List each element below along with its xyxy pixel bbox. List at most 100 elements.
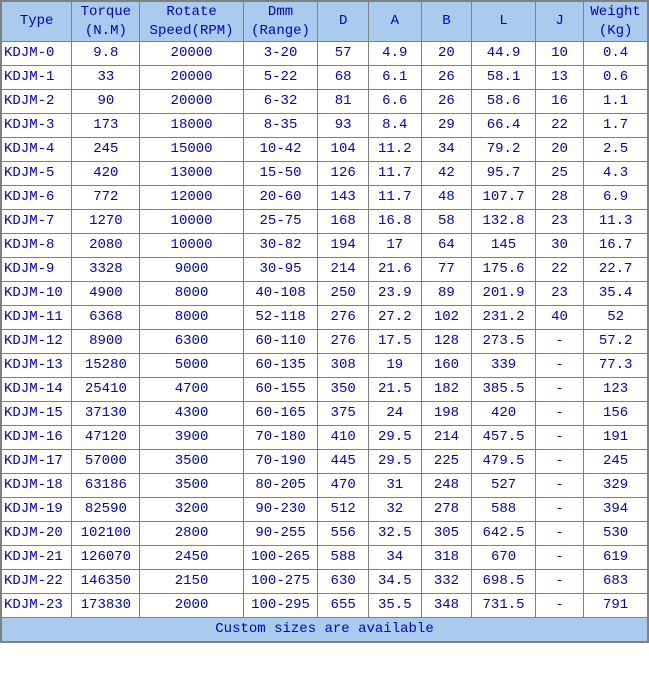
cell-value: 273.5 xyxy=(472,330,536,354)
table-row: KDJM-290200006-32816.62658.6161.1 xyxy=(2,90,648,114)
cell-value: 80-205 xyxy=(243,474,318,498)
cell-value: 479.5 xyxy=(472,450,536,474)
cell-value: 100-295 xyxy=(243,594,318,618)
cell-value: 32 xyxy=(368,498,421,522)
cell-value: 30-82 xyxy=(243,234,318,258)
cell-value: 37130 xyxy=(72,402,140,426)
cell-value: 6.1 xyxy=(368,66,421,90)
cell-value: 23 xyxy=(535,282,583,306)
cell-type: KDJM-17 xyxy=(2,450,72,474)
cell-value: 15280 xyxy=(72,354,140,378)
cell-value: 173830 xyxy=(72,594,140,618)
cell-value: 10000 xyxy=(140,210,243,234)
header-label: A xyxy=(391,13,399,29)
cell-value: 683 xyxy=(584,570,648,594)
cell-value: 19 xyxy=(368,354,421,378)
cell-value: 308 xyxy=(318,354,369,378)
cell-value: 20-60 xyxy=(243,186,318,210)
footer-text: Custom sizes are available xyxy=(215,621,433,637)
col-header-a: A xyxy=(368,2,421,42)
cell-value: 57000 xyxy=(72,450,140,474)
table-row: KDJM-1757000350070-19044529.5225479.5-24… xyxy=(2,450,648,474)
cell-type: KDJM-10 xyxy=(2,282,72,306)
cell-value: 5000 xyxy=(140,354,243,378)
cell-value: 4.3 xyxy=(584,162,648,186)
cell-type: KDJM-23 xyxy=(2,594,72,618)
table-row: KDJM-712701000025-7516816.858132.82311.3 xyxy=(2,210,648,234)
cell-value: 8000 xyxy=(140,282,243,306)
header-label: Dmm(Range) xyxy=(251,4,310,38)
col-header-weight: Weight(Kg) xyxy=(584,2,648,42)
cell-value: 58.6 xyxy=(472,90,536,114)
cell-value: 22.7 xyxy=(584,258,648,282)
cell-type: KDJM-8 xyxy=(2,234,72,258)
cell-value: 245 xyxy=(584,450,648,474)
cell-value: 23 xyxy=(535,210,583,234)
cell-value: 276 xyxy=(318,330,369,354)
table-row: KDJM-1537130430060-16537524198420-156 xyxy=(2,402,648,426)
cell-value: 530 xyxy=(584,522,648,546)
cell-type: KDJM-14 xyxy=(2,378,72,402)
cell-value: 214 xyxy=(421,426,472,450)
cell-value: 772 xyxy=(72,186,140,210)
cell-value: 9000 xyxy=(140,258,243,282)
cell-value: 60-110 xyxy=(243,330,318,354)
cell-value: 8000 xyxy=(140,306,243,330)
cell-value: 305 xyxy=(421,522,472,546)
cell-type: KDJM-18 xyxy=(2,474,72,498)
cell-value: 6368 xyxy=(72,306,140,330)
cell-value: 276 xyxy=(318,306,369,330)
cell-value: 20 xyxy=(421,42,472,66)
cell-value: 698.5 xyxy=(472,570,536,594)
cell-value: 57.2 xyxy=(584,330,648,354)
cell-value: 182 xyxy=(421,378,472,402)
header-label: RotateSpeed(RPM) xyxy=(150,4,234,38)
cell-value: 22 xyxy=(535,114,583,138)
cell-value: 16 xyxy=(535,90,583,114)
cell-value: 214 xyxy=(318,258,369,282)
cell-value: 2150 xyxy=(140,570,243,594)
cell-value: 146350 xyxy=(72,570,140,594)
cell-value: 420 xyxy=(472,402,536,426)
cell-value: 23.9 xyxy=(368,282,421,306)
cell-value: 556 xyxy=(318,522,369,546)
cell-value: 28 xyxy=(535,186,583,210)
cell-value: 160 xyxy=(421,354,472,378)
cell-value: 25-75 xyxy=(243,210,318,234)
col-header-type: Type xyxy=(2,2,72,42)
cell-value: 143 xyxy=(318,186,369,210)
cell-value: 57 xyxy=(318,42,369,66)
cell-value: - xyxy=(535,522,583,546)
cell-value: 13000 xyxy=(140,162,243,186)
header-label: D xyxy=(339,13,347,29)
header-label: J xyxy=(555,13,563,29)
col-header-d: D xyxy=(318,2,369,42)
table-row: KDJM-3173180008-35938.42966.4221.7 xyxy=(2,114,648,138)
cell-value: 11.7 xyxy=(368,186,421,210)
cell-value: 588 xyxy=(472,498,536,522)
cell-value: 102 xyxy=(421,306,472,330)
cell-value: 26 xyxy=(421,90,472,114)
cell-type: KDJM-19 xyxy=(2,498,72,522)
table-row: KDJM-93328900030-9521421.677175.62222.7 xyxy=(2,258,648,282)
cell-value: 16.8 xyxy=(368,210,421,234)
col-header-l: L xyxy=(472,2,536,42)
cell-value: 26 xyxy=(421,66,472,90)
cell-type: KDJM-3 xyxy=(2,114,72,138)
cell-value: - xyxy=(535,330,583,354)
cell-value: 34.5 xyxy=(368,570,421,594)
table-row: KDJM-42451500010-4210411.23479.2202.5 xyxy=(2,138,648,162)
cell-type: KDJM-20 xyxy=(2,522,72,546)
cell-value: 8900 xyxy=(72,330,140,354)
cell-value: 10000 xyxy=(140,234,243,258)
cell-value: 52-118 xyxy=(243,306,318,330)
cell-value: 34 xyxy=(368,546,421,570)
header-label: Weight(Kg) xyxy=(590,4,640,38)
cell-value: 6.9 xyxy=(584,186,648,210)
cell-type: KDJM-13 xyxy=(2,354,72,378)
cell-value: 194 xyxy=(318,234,369,258)
cell-value: 791 xyxy=(584,594,648,618)
cell-value: 22 xyxy=(535,258,583,282)
cell-value: 60-155 xyxy=(243,378,318,402)
cell-value: 2080 xyxy=(72,234,140,258)
